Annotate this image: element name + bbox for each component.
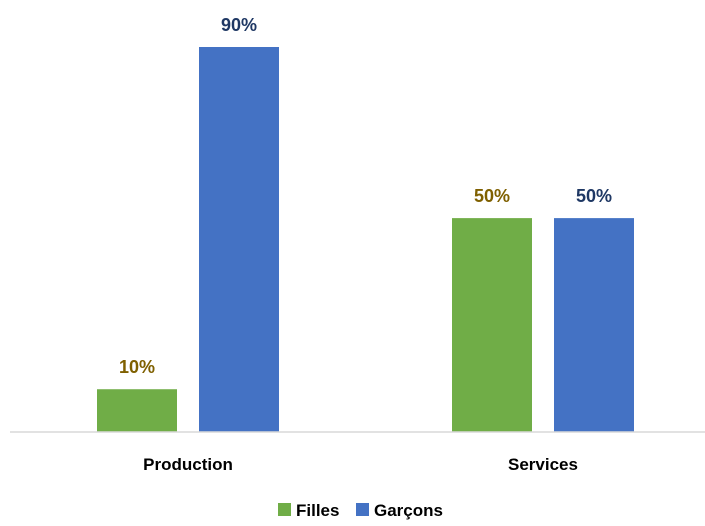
category-label-production: Production: [143, 455, 233, 474]
bar-production-filles: [97, 389, 177, 432]
bar-services-filles: [452, 218, 532, 432]
data-label-services-filles: 50%: [474, 186, 510, 206]
legend: Filles Garçons: [278, 501, 443, 520]
legend-label-filles: Filles: [296, 501, 339, 520]
category-label-services: Services: [508, 455, 578, 474]
data-labels-layer: 10% 90% 50% 50%: [119, 15, 612, 377]
category-labels-layer: Production Services: [143, 455, 578, 474]
data-label-services-garons: 50%: [576, 186, 612, 206]
bar-services-garons: [554, 218, 634, 432]
bars-layer: [97, 47, 634, 432]
data-label-production-filles: 10%: [119, 357, 155, 377]
legend-swatch-garons: [356, 503, 369, 516]
bar-production-garons: [199, 47, 279, 432]
legend-swatch-filles: [278, 503, 291, 516]
legend-label-garons: Garçons: [374, 501, 443, 520]
data-label-production-garons: 90%: [221, 15, 257, 35]
